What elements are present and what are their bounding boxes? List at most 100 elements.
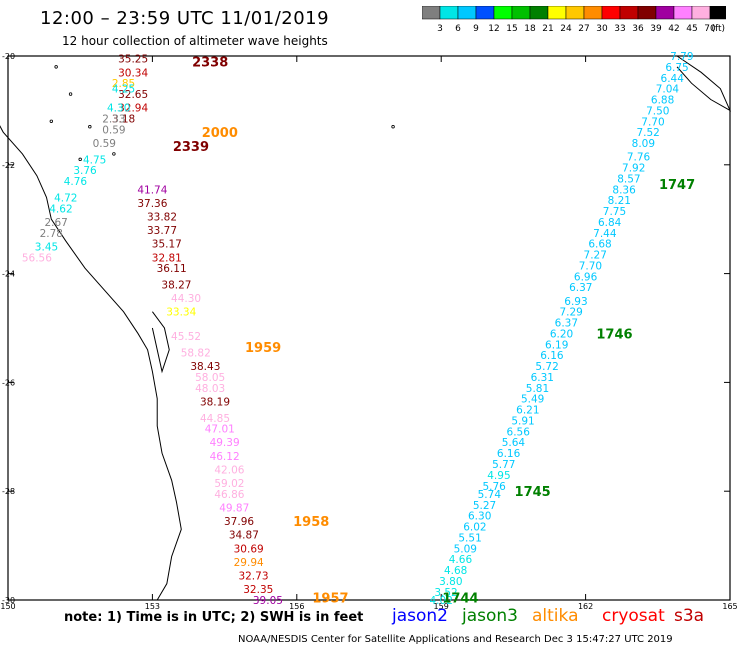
wave-height-value: 30.69 [234,543,264,555]
wave-height-value: 5.51 [458,532,481,544]
page-subtitle: 12 hour collection of altimeter wave hei… [62,34,328,48]
scale-tick-label: 3 [437,24,443,34]
wave-height-value: 59.02 [214,478,244,490]
wave-height-value: 7.70 [641,116,664,128]
wave-height-value: 37.96 [224,516,254,528]
reef-island-mark [112,152,116,156]
scale-tick-label: 18 [524,24,536,34]
pass-time-label: 1746 [596,327,632,342]
wave-height-color-scale: 3 6 9 12 15 18 21 24 27 30 33 36 39 42 45 70(ft) [422,6,726,34]
wave-height-value: 2.85 [112,78,135,90]
y-tick-label: -20 [2,52,15,61]
y-tick-label: -26 [2,378,15,387]
wave-height-value: 6.56 [507,426,531,438]
x-tick-label: 159 [434,602,449,610]
australia-coastline [0,65,395,601]
reef-island-mark [88,125,92,129]
scale-tick-label: 36 [632,24,644,34]
scale-tick-label: 70 [704,24,716,34]
wave-height-value: 38.27 [161,279,191,291]
wave-height-value: 46.12 [210,451,240,463]
coastline-path [0,125,182,601]
pass-time-label: 1958 [293,515,329,530]
scale-swatch [709,6,726,20]
wave-height-value: 32.65 [118,89,148,101]
wave-height-value: 4.75 [83,154,106,166]
wave-height-value: 0.59 [102,124,125,136]
wave-height-value: 5.27 [473,500,496,512]
wave-height-value: 47.01 [205,424,235,436]
wave-height-value: 6.37 [569,282,592,294]
wave-height-value: 7.70 [579,260,602,272]
x-tick-label: 156 [289,602,304,610]
wave-height-value: 6.02 [463,522,486,534]
scale-tick-label: 6 [455,24,461,34]
wave-height-value: 32.35 [243,584,273,596]
y-tick-label: -24 [2,270,15,279]
wave-height-value: 8.57 [617,173,640,185]
new-caledonia-path [676,55,732,112]
plot-frame [7,55,731,601]
satellite-legend-cryosat: cryosat [602,606,665,626]
wave-height-value: 35.25 [118,54,148,66]
wave-height-value: 5.81 [526,383,549,395]
wave-height-value: 3.45 [35,241,58,253]
axis-ticks: 150 153 156 159 162 165 -20 -22 -24 -26 -28 -30 [0,52,737,610]
wave-height-value: 6.19 [545,339,568,351]
wave-height-value: 6.96 [574,271,598,283]
wave-height-value: 41.74 [137,184,167,196]
wave-height-value: 35.17 [152,239,182,251]
wave-height-value: 6.30 [468,511,491,523]
scale-tick-label: 39 [650,24,662,34]
wave-height-value: 29.94 [234,557,264,569]
reef-island-mark [54,65,58,69]
wave-height-value: 5.49 [521,394,544,406]
wave-height-value: 4.72 [54,192,77,204]
fraser-island-path [151,311,170,374]
wave-height-value: 4.62 [49,203,72,215]
wave-height-value: 7.79 [670,51,693,63]
wave-height-value: 6.21 [516,405,539,417]
wave-height-value: 5.09 [454,543,477,555]
wave-height-value: 4.76 [64,176,88,188]
wave-height-value: 42.06 [214,464,244,476]
wave-height-value: 49.39 [210,437,240,449]
y-tick-label: -22 [2,161,15,170]
wave-height-value: 37.36 [137,198,167,210]
wave-height-value: 32.73 [238,571,268,583]
reef-island-mark [78,157,82,162]
wave-height-value: 2.67 [44,217,67,229]
wave-height-value: 46.86 [214,489,244,501]
scale-tick-label: 12 [488,24,499,34]
wave-height-value: 33.82 [147,211,177,223]
wave-height-value: 34.87 [229,530,259,542]
wave-height-value: 44.85 [200,413,230,425]
wave-height-value: 6.44 [661,73,685,85]
pass-time-label: 2000 [202,126,238,141]
wave-height-value: 48.03 [195,383,225,395]
wave-height-value: 3.52 [434,587,457,599]
wave-height-value: 38.43 [190,361,220,373]
footer-note: note: 1) Time is in UTC; 2) SWH is in fe… [64,610,364,625]
wave-height-value: 6.20 [550,328,573,340]
pass-time-label: 1744 [442,591,478,606]
scale-tick-label: 24 [560,24,572,34]
wave-height-value: 38.19 [200,396,230,408]
wave-height-value: 5.72 [535,361,558,373]
footer-credit: NOAA/NESDIS Center for Satellite Applica… [238,634,673,645]
wave-height-value: 7.50 [646,105,669,117]
wave-height-map: 150 153 156 159 162 165 -20 -22 -24 -26 -28 -30 35.… [0,51,738,610]
x-tick-label: 153 [145,602,160,610]
wave-height-value: 44.30 [171,293,201,305]
pass-time-label: 1957 [312,591,348,606]
scale-tick-label: 21 [542,24,553,34]
wave-height-value: 8.21 [608,195,631,207]
wave-height-value: 6.75 [665,62,688,74]
reef-island-mark [49,119,54,123]
scale-tick-label: 9 [473,24,479,34]
wave-height-value: 5.76 [482,481,506,493]
satellite-legend-jason2: jason2 [392,606,448,626]
pass-time-label: 1745 [515,485,551,500]
